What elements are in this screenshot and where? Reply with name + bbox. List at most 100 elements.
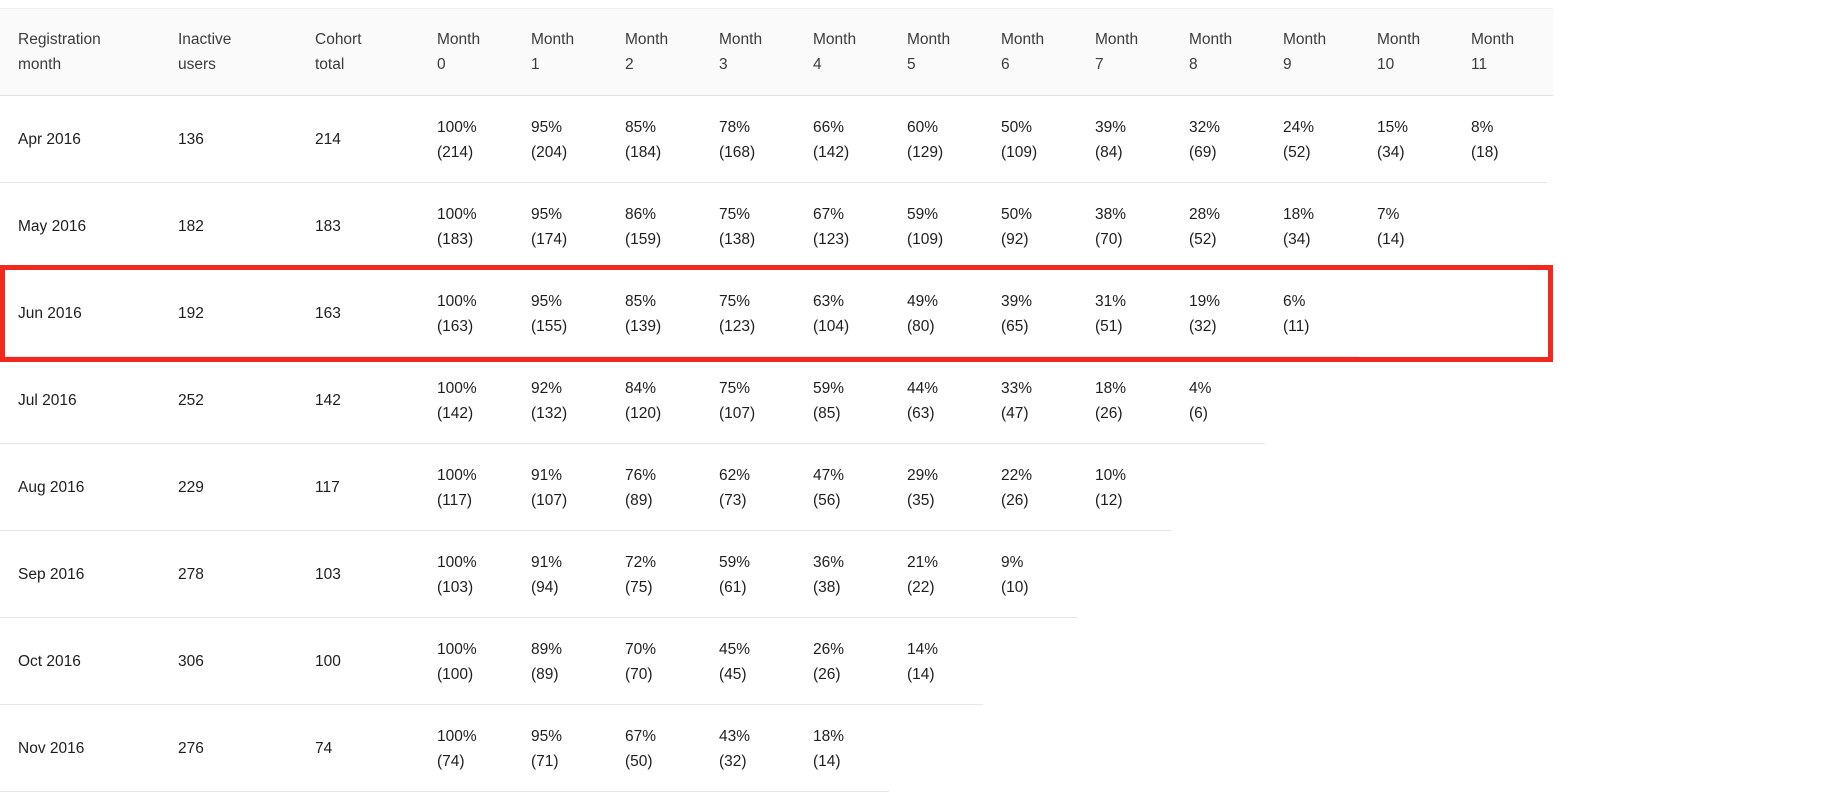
retention-count: (138) bbox=[719, 230, 756, 248]
retention-count: (12) bbox=[1095, 491, 1123, 509]
month-7-cell: 18% (26) bbox=[1077, 376, 1171, 426]
month-2-cell: 76% (89) bbox=[607, 463, 701, 513]
retention-count: (26) bbox=[1001, 491, 1029, 509]
month-4-cell: 47% (56) bbox=[795, 463, 889, 513]
month-3-cell: 59% (61) bbox=[701, 550, 795, 600]
inactive-users-cell: 306 bbox=[178, 652, 204, 670]
retention-count: (168) bbox=[719, 143, 756, 161]
month-2-cell: 86% (159) bbox=[607, 202, 701, 252]
retention-count: (89) bbox=[625, 491, 653, 509]
month-6-cell: 22% (26) bbox=[983, 463, 1077, 513]
month-3-cell: 78% (168) bbox=[701, 115, 795, 165]
month-11-cell: 8% (18) bbox=[1453, 115, 1547, 165]
retention-count: (70) bbox=[1095, 230, 1123, 248]
column-header-month-0: Month 0 bbox=[437, 31, 481, 73]
retention-percent: 85% bbox=[625, 118, 657, 136]
column-header-registration-month: Registration month bbox=[18, 31, 101, 73]
retention-percent: 50% bbox=[1001, 205, 1033, 223]
cohort-total-cell: 74 bbox=[315, 739, 333, 757]
retention-count: (109) bbox=[1001, 143, 1038, 161]
registration-month-cell: Nov 2016 bbox=[18, 739, 85, 757]
retention-count: (22) bbox=[907, 578, 935, 596]
inactive-users-cell: 229 bbox=[178, 478, 204, 496]
month-2-cell: 85% (184) bbox=[607, 115, 701, 165]
month-7-cell: 31% (51) bbox=[1077, 289, 1171, 339]
retention-percent: 100% bbox=[437, 205, 477, 223]
retention-percent: 100% bbox=[437, 640, 477, 658]
retention-percent: 100% bbox=[437, 292, 477, 310]
month-3-cell: 43% (32) bbox=[701, 724, 795, 774]
month-6-cell: 39% (65) bbox=[983, 289, 1077, 339]
retention-percent: 67% bbox=[813, 205, 845, 223]
column-header-month-10: Month 10 bbox=[1377, 31, 1421, 73]
month-5-cell: 59% (109) bbox=[889, 202, 983, 252]
retention-count: (11) bbox=[1283, 317, 1310, 335]
month-6-cell: 33% (47) bbox=[983, 376, 1077, 426]
cohort-total-cell: 214 bbox=[315, 130, 341, 148]
table-row: Nov 2016 276 74 100% (74) 95% (71) 67% (50) 43% (3… bbox=[0, 705, 1553, 792]
table-row: Jun 2016 192 163 100% (163) 95% (155) 85% (139) 7… bbox=[0, 265, 1553, 362]
month-6-cell: 50% (109) bbox=[983, 115, 1077, 165]
column-header-month-1: Month 1 bbox=[531, 31, 575, 73]
column-header-month-4: Month 4 bbox=[813, 31, 857, 73]
retention-count: (117) bbox=[437, 491, 473, 509]
retention-percent: 100% bbox=[437, 118, 477, 136]
retention-percent: 95% bbox=[531, 118, 563, 136]
retention-percent: 44% bbox=[907, 379, 939, 397]
retention-percent: 86% bbox=[625, 205, 657, 223]
retention-percent: 62% bbox=[719, 466, 751, 484]
retention-percent: 38% bbox=[1095, 205, 1127, 223]
retention-percent: 43% bbox=[719, 727, 751, 745]
inactive-users-cell: 276 bbox=[178, 739, 204, 757]
retention-count: (56) bbox=[813, 491, 841, 509]
month-5-cell: 21% (22) bbox=[889, 550, 983, 600]
retention-percent: 72% bbox=[625, 553, 657, 571]
month-8-cell: 19% (32) bbox=[1171, 289, 1265, 339]
month-3-cell: 75% (107) bbox=[701, 376, 795, 426]
retention-count: (84) bbox=[1095, 143, 1123, 161]
retention-count: (70) bbox=[625, 665, 653, 683]
month-5-cell: 49% (80) bbox=[889, 289, 983, 339]
column-header-month-3: Month 3 bbox=[719, 31, 763, 73]
retention-percent: 24% bbox=[1283, 118, 1315, 136]
retention-percent: 19% bbox=[1189, 292, 1221, 310]
retention-percent: 91% bbox=[531, 466, 563, 484]
retention-count: (94) bbox=[531, 578, 559, 596]
month-4-cell: 26% (26) bbox=[795, 637, 889, 687]
retention-percent: 76% bbox=[625, 466, 657, 484]
registration-month-cell: Oct 2016 bbox=[18, 652, 81, 670]
retention-percent: 85% bbox=[625, 292, 657, 310]
retention-count: (107) bbox=[531, 491, 568, 509]
month-0-cell: 100% (142) bbox=[419, 376, 513, 426]
retention-percent: 66% bbox=[813, 118, 845, 136]
cohort-total-cell: 183 bbox=[315, 217, 341, 235]
month-9-cell: 24% (52) bbox=[1265, 115, 1359, 165]
retention-count: (69) bbox=[1189, 143, 1217, 161]
retention-percent: 100% bbox=[437, 727, 477, 745]
retention-count: (26) bbox=[813, 665, 841, 683]
retention-count: (75) bbox=[625, 578, 653, 596]
retention-percent: 15% bbox=[1377, 118, 1409, 136]
month-0-cell: 100% (103) bbox=[419, 550, 513, 600]
retention-count: (61) bbox=[719, 578, 747, 596]
retention-percent: 91% bbox=[531, 553, 563, 571]
table-row: Sep 2016 278 103 100% (103) 91% (94) 72% (75) 59%… bbox=[0, 531, 1553, 618]
cohort-total-cell: 117 bbox=[315, 478, 340, 496]
month-1-cell: 95% (204) bbox=[513, 115, 607, 165]
month-0-cell: 100% (214) bbox=[419, 115, 513, 165]
retention-percent: 45% bbox=[719, 640, 751, 658]
retention-count: (104) bbox=[813, 317, 850, 335]
retention-count: (129) bbox=[907, 143, 944, 161]
retention-percent: 39% bbox=[1001, 292, 1033, 310]
retention-percent: 4% bbox=[1189, 379, 1212, 397]
retention-count: (34) bbox=[1283, 230, 1311, 248]
retention-percent: 47% bbox=[813, 466, 845, 484]
retention-percent: 26% bbox=[813, 640, 845, 658]
retention-percent: 6% bbox=[1283, 292, 1306, 310]
registration-month-cell: Aug 2016 bbox=[18, 478, 85, 496]
retention-percent: 63% bbox=[813, 292, 845, 310]
inactive-users-cell: 192 bbox=[178, 304, 204, 322]
registration-month-cell: Apr 2016 bbox=[18, 130, 81, 148]
retention-count: (155) bbox=[531, 317, 568, 335]
retention-count: (52) bbox=[1189, 230, 1217, 248]
